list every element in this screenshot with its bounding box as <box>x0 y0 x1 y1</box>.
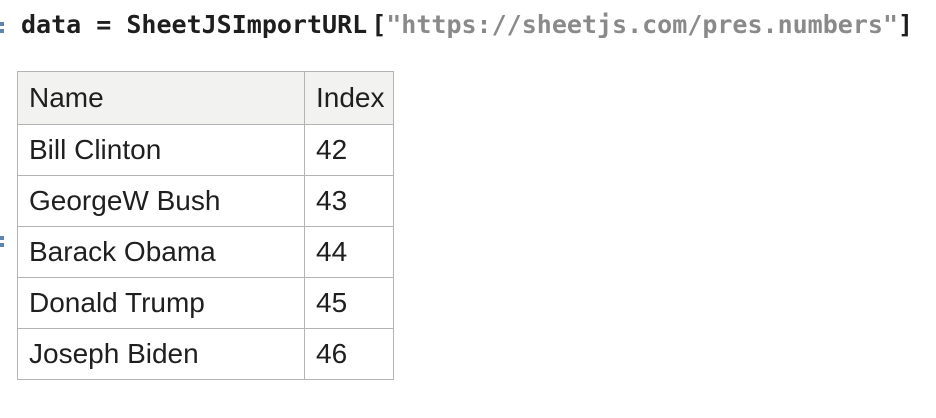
label-glyph-bar <box>0 29 4 33</box>
cell-name: Bill Clinton <box>17 124 305 176</box>
table-row: Bill Clinton 42 <box>17 124 394 176</box>
cell-name: Barack Obama <box>17 226 305 278</box>
cell-name: Joseph Biden <box>17 328 305 380</box>
label-glyph-bar <box>0 22 4 26</box>
cell-index: 43 <box>304 175 394 227</box>
code-prefix: data = SheetJSImportURL <box>21 10 368 39</box>
cell-index: 45 <box>304 277 394 329</box>
url-string-literal: "https://sheetjs.com/pres.numbers" <box>386 10 898 39</box>
column-header-name: Name <box>17 71 305 125</box>
cell-index: 42 <box>304 124 394 176</box>
table-row: Joseph Biden 46 <box>17 328 394 380</box>
close-bracket: ] <box>898 10 914 39</box>
in-label-fragment <box>0 22 4 33</box>
cell-name: GeorgeW Bush <box>17 175 305 227</box>
table-header-row: Name Index <box>17 71 394 125</box>
column-header-index: Index <box>304 71 394 125</box>
cell-index: 46 <box>304 328 394 380</box>
cell-name: Donald Trump <box>17 277 305 329</box>
cell-index: 44 <box>304 226 394 278</box>
label-glyph-bar <box>0 236 4 240</box>
out-label-fragment <box>0 236 4 247</box>
table-row: Donald Trump 45 <box>17 277 394 329</box>
table-row: GeorgeW Bush 43 <box>17 175 394 227</box>
code-input-line[interactable]: data = SheetJSImportURL ["https://sheetjs… <box>21 8 913 42</box>
label-glyph-bar <box>0 243 4 247</box>
table-row: Barack Obama 44 <box>17 226 394 278</box>
open-bracket: [ <box>371 10 387 39</box>
presidents-output-table: Name Index Bill Clinton 42 GeorgeW Bush … <box>17 71 394 380</box>
